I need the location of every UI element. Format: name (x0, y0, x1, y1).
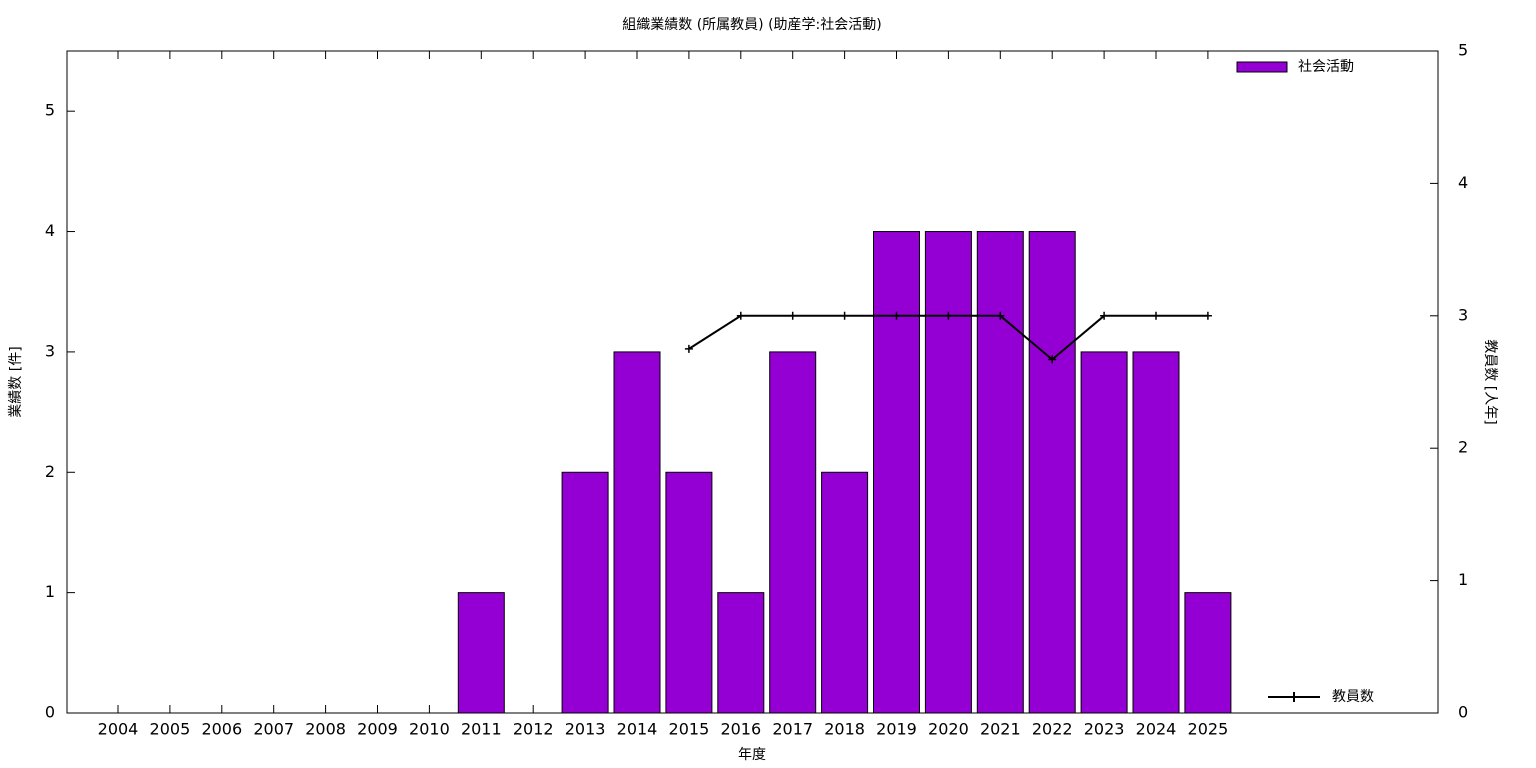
legend-label: 社会活動 (1298, 59, 1354, 75)
y-tick-label: 0 (45, 703, 55, 722)
y-tick-label: 1 (45, 582, 55, 601)
y2-tick-label: 1 (1458, 570, 1468, 589)
x-tick-label: 2013 (565, 720, 606, 739)
x-tick-label: 2022 (1032, 720, 1073, 739)
bar (665, 471, 713, 714)
y-tick-label: 3 (45, 341, 55, 360)
x-tick-label: 2014 (617, 720, 658, 739)
y2-tick-label: 2 (1458, 438, 1468, 457)
legend-label: 教員数 (1332, 689, 1374, 705)
x-tick-label: 2011 (461, 720, 502, 739)
x-tick-label: 2007 (253, 720, 294, 739)
y2-axis-label: 教員数 [人年] (1482, 339, 1498, 424)
bar (1132, 351, 1180, 714)
y2-tick-label: 0 (1458, 703, 1468, 722)
y-tick-label: 2 (45, 462, 55, 481)
bar (1080, 351, 1128, 714)
point (840, 311, 849, 320)
x-tick-label: 2017 (772, 720, 813, 739)
bar (873, 231, 920, 714)
x-tick-label: 2020 (928, 720, 969, 739)
y-axis-label: 業績数 [件] (8, 346, 24, 417)
x-tick-label: 2019 (876, 720, 917, 739)
bar (1028, 231, 1076, 714)
point (736, 311, 745, 320)
legend-swatch (1268, 692, 1320, 702)
x-tick-label: 2006 (201, 720, 242, 739)
x-tick-label: 2023 (1084, 720, 1125, 739)
y2-tick-label: 4 (1458, 173, 1468, 192)
legend-swatch (1236, 61, 1288, 73)
x-tick-label: 2021 (980, 720, 1021, 739)
bar (976, 231, 1024, 714)
bar (924, 231, 972, 714)
point (788, 311, 797, 320)
x-tick-label: 2012 (513, 720, 554, 739)
x-tick-label: 2009 (357, 720, 398, 739)
x-tick-label: 2024 (1136, 720, 1177, 739)
bar (821, 471, 869, 714)
point (1100, 311, 1109, 320)
point (684, 344, 693, 353)
bar (1184, 592, 1232, 714)
y2-tick-label: 3 (1458, 305, 1468, 324)
bar (717, 592, 765, 714)
x-axis-label: 年度 (738, 747, 766, 763)
x-tick-label: 2005 (150, 720, 191, 739)
point (892, 311, 901, 320)
chart-title: 組織業績数 (所属教員) (助産学:社会活動) (622, 17, 881, 33)
bar (613, 351, 661, 714)
bar (769, 351, 817, 714)
point (996, 311, 1005, 320)
x-tick-label: 2018 (824, 720, 865, 739)
point (1152, 311, 1160, 320)
y-tick-label: 5 (45, 101, 55, 120)
x-tick-label: 2004 (98, 720, 139, 739)
x-tick-label: 2016 (720, 720, 761, 739)
x-tick-label: 2010 (409, 720, 450, 739)
y2-tick-label: 5 (1458, 41, 1468, 60)
y-tick-label: 4 (45, 221, 55, 240)
point (1048, 355, 1057, 364)
x-tick-label: 2015 (669, 720, 710, 739)
x-tick-label: 2008 (305, 720, 346, 739)
x-tick-label: 2025 (1188, 720, 1229, 739)
bar (561, 471, 609, 714)
bar (457, 592, 505, 714)
point (1203, 311, 1212, 320)
point (944, 311, 953, 320)
